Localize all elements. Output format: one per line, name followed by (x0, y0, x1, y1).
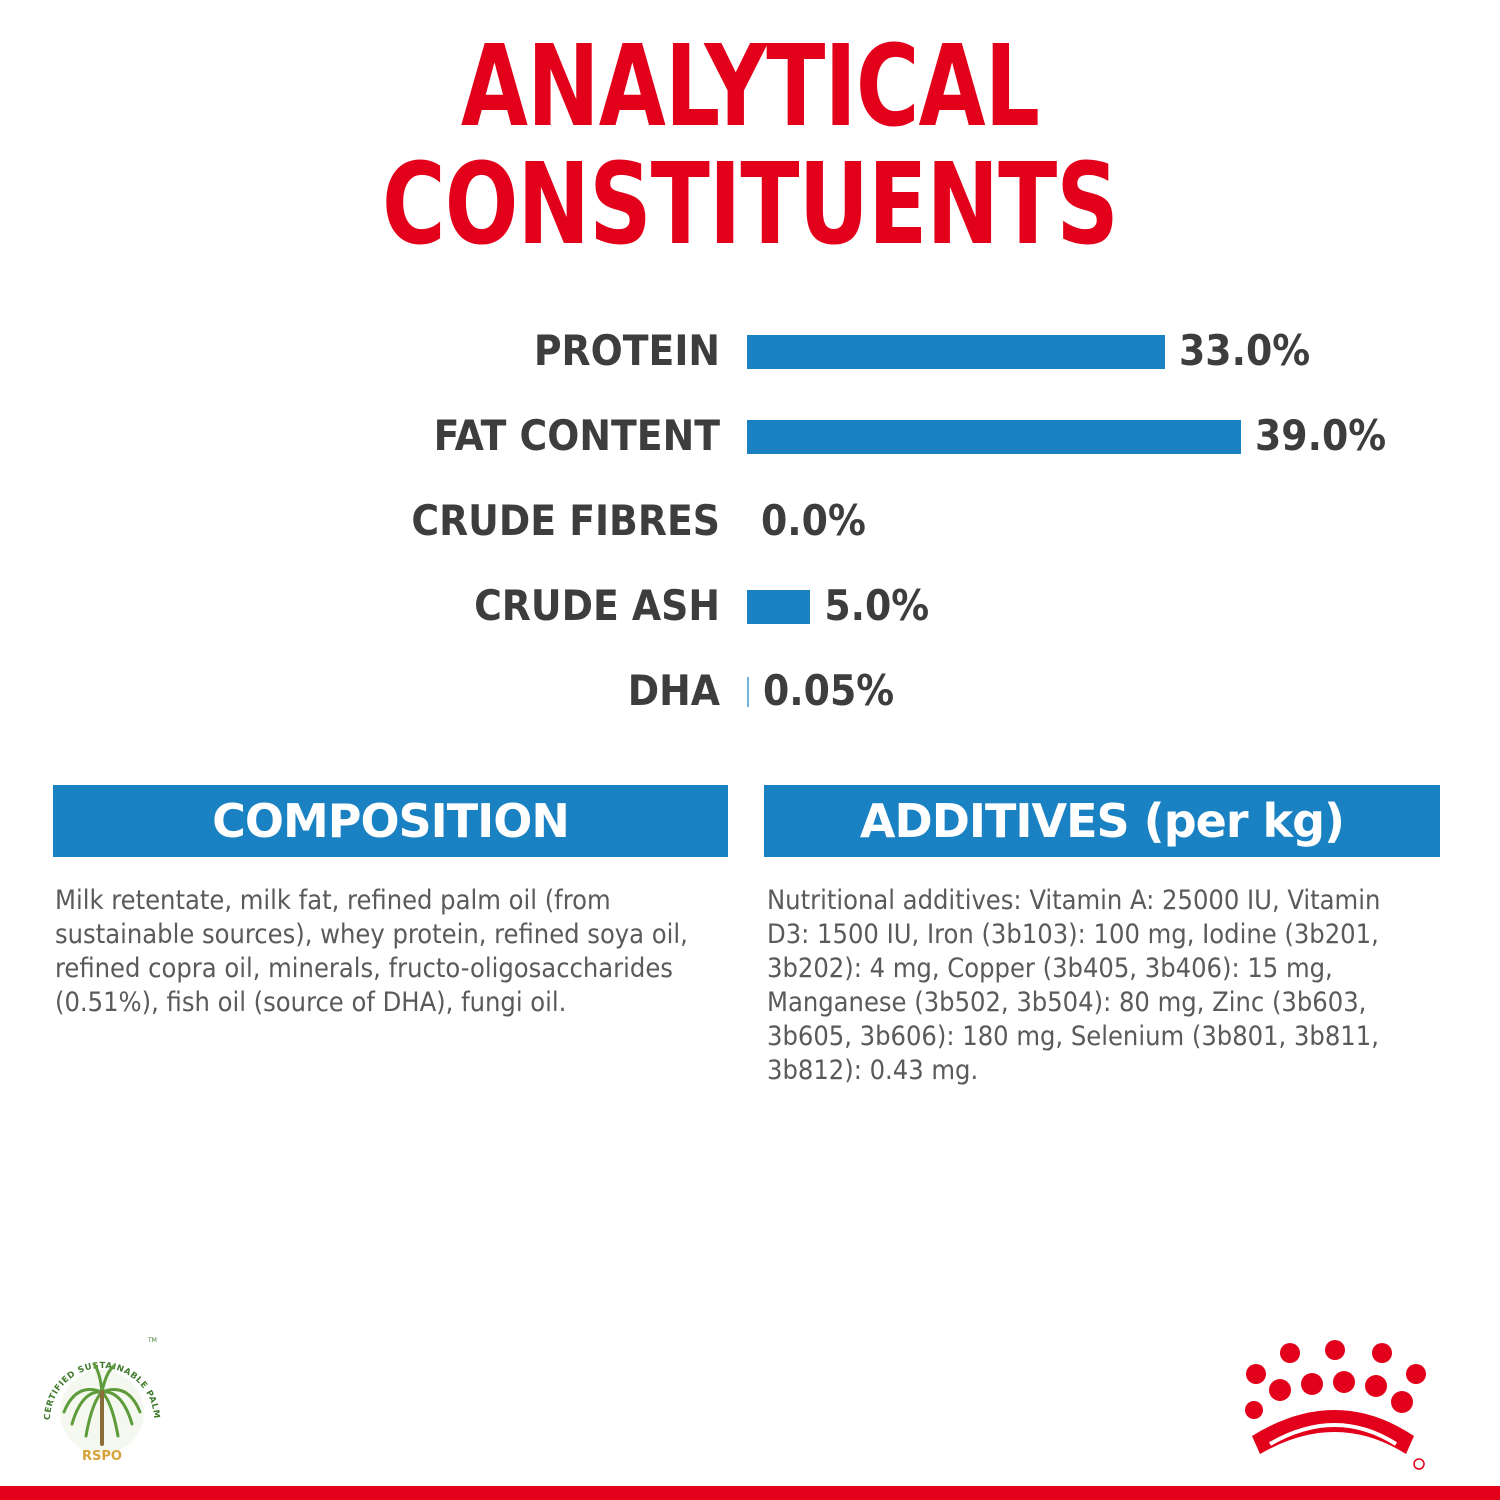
analytical-constituents-chart: PROTEIN 33.0% FAT CONTENT 39.0% CRUDE FIBRES… (0, 300, 1500, 740)
rspo-tm: TM (147, 1337, 157, 1344)
palm-tree-icon (60, 1362, 144, 1454)
bar (747, 590, 811, 624)
bar-value-label: 0.0% (761, 496, 866, 545)
bar-value-label: 39.0% (1255, 411, 1387, 460)
bar (747, 335, 1165, 369)
title-line-2: CONSTITUENTS (382, 140, 1119, 270)
bar-label: CRUDE ASH (474, 581, 720, 630)
bar (747, 677, 749, 707)
bar-value-label: 5.0% (824, 581, 930, 630)
royal-canin-crown-icon (1245, 1340, 1426, 1470)
rspo-label: RSPO (82, 1449, 122, 1464)
bar-label: DHA (627, 666, 720, 715)
title-line-1: ANALYTICAL (460, 22, 1040, 152)
bar-value-label: 33.0% (1179, 326, 1311, 375)
rspo-logo: CERTIFIED SUSTAINABLE PALM OIL TM RSPO (36, 1332, 161, 1464)
composition-header: COMPOSITION (53, 785, 728, 857)
bottom-brand-bar (0, 1486, 1500, 1500)
page-title: ANALYTICAL CONSTITUENTS (0, 28, 1500, 264)
bar-value-label: 0.05% (763, 666, 895, 715)
bar-label: PROTEIN (533, 326, 720, 375)
composition-text: Milk retentate, milk fat, refined palm o… (55, 885, 688, 1018)
bar-label: CRUDE FIBRES (411, 496, 720, 545)
additives-header: ADDITIVES (per kg) (764, 785, 1440, 857)
bar (747, 420, 1241, 454)
additives-text: Nutritional additives: Vitamin A: 25000 … (767, 885, 1381, 1086)
bar-label: FAT CONTENT (433, 411, 720, 460)
